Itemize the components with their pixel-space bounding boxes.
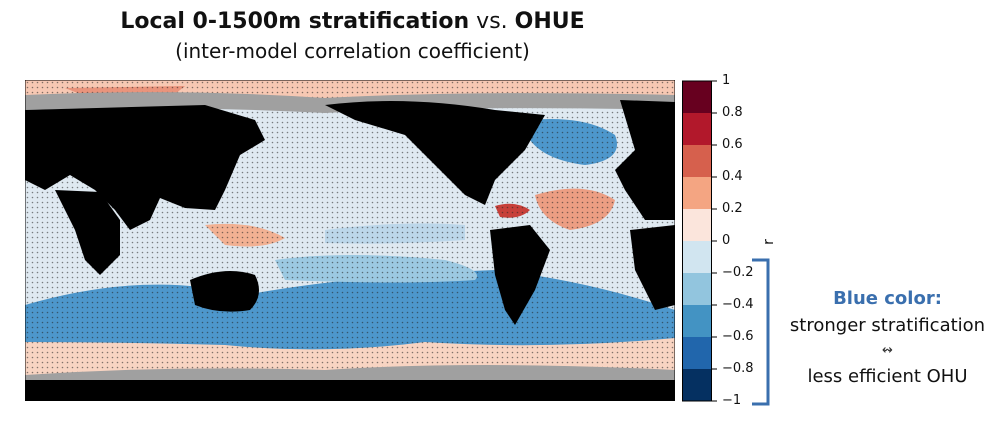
colorbar-label: r — [760, 239, 777, 245]
colorbar-tick-label: 0 — [722, 233, 731, 248]
eurasia-land — [25, 105, 265, 230]
colorbar-tick-label: 0.6 — [722, 137, 743, 152]
colorbar-tick-label: −0.8 — [722, 361, 754, 376]
colorbar-bin — [682, 305, 712, 337]
colorbar — [682, 80, 717, 402]
colorbar-tick-label: −1 — [722, 393, 742, 408]
colorbar-tick-label: 0.4 — [722, 169, 743, 184]
colorbar-frame — [682, 80, 712, 402]
colorbar-bin — [682, 241, 712, 273]
title-middle: vs. — [469, 9, 515, 34]
annotation-line2: less efficient OHU — [807, 366, 968, 387]
south-america-land — [490, 225, 550, 325]
colorbar-bin — [682, 145, 712, 177]
africa-land — [55, 190, 120, 275]
colorbar-tick-label: −0.4 — [722, 297, 754, 312]
australia-land — [190, 271, 259, 312]
bracket-line — [752, 258, 770, 406]
correlation-map — [25, 80, 675, 401]
colorbar-tick-label: 0.8 — [722, 105, 743, 120]
blue-range-bracket — [752, 258, 770, 406]
antarctica-land — [25, 380, 675, 401]
map-subtitle: (inter-model correlation coefficient) — [175, 39, 530, 63]
europe-asia-east-land — [615, 100, 675, 220]
colorbar-tick-label: 1 — [722, 73, 731, 88]
north-america-land — [325, 101, 545, 205]
title-bold-tail: OHUE — [514, 9, 585, 34]
colorbar-bin — [682, 337, 712, 369]
map-title: Local 0-1500m stratification vs. OHUE — [0, 8, 705, 36]
colorbar-bin — [682, 113, 712, 145]
colorbar-bin — [682, 81, 712, 113]
colorbar-bin — [682, 369, 712, 401]
equivalence-icon: ↭ — [882, 343, 893, 358]
africa-east-land — [630, 225, 675, 310]
annotation-line1: stronger stratification — [789, 315, 986, 336]
colorbar-bin — [682, 273, 712, 305]
colorbar-tick-label: 0.2 — [722, 201, 743, 216]
colorbar-bin — [682, 177, 712, 209]
annotation-heading: Blue color: — [833, 288, 942, 309]
colorbar-bin — [682, 209, 712, 241]
antarctic-seaice — [25, 365, 675, 380]
colorbar-tick-label: −0.6 — [722, 329, 754, 344]
title-bold-part: Local 0-1500m stratification — [120, 9, 470, 34]
map-canvas — [25, 80, 675, 401]
colorbar-tick-label: −0.2 — [722, 265, 754, 280]
